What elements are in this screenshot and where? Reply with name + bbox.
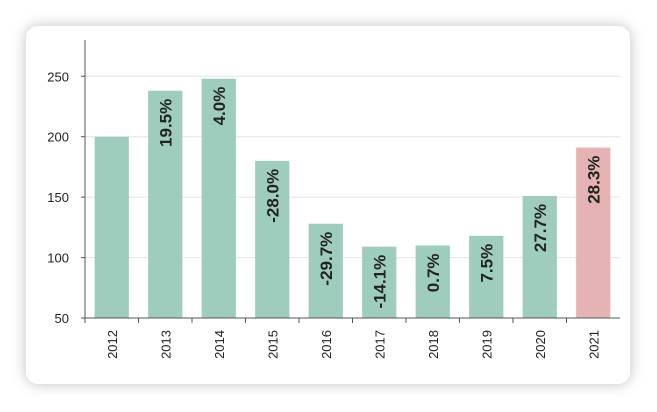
bar-annotation: 27.7%: [531, 204, 550, 252]
bar: [148, 90, 183, 318]
bar: [255, 160, 290, 318]
x-tick-label: 2020: [533, 330, 548, 359]
y-tick-label: 50: [55, 311, 69, 326]
x-tick-label: 2015: [265, 330, 280, 359]
bar: [362, 246, 397, 318]
bar-annotation: 0.7%: [424, 253, 443, 292]
bar-annotation: 28.3%: [584, 156, 603, 204]
bar-annotation: -14.1%: [370, 255, 389, 309]
bar-annotation: 4.0%: [210, 87, 229, 126]
x-tick-label: 2013: [158, 330, 173, 359]
bar: [415, 245, 450, 318]
x-tick-label: 2021: [586, 330, 601, 359]
y-tick-label: 250: [47, 69, 69, 84]
x-tick-label: 2018: [426, 330, 441, 359]
x-tick-label: 2016: [319, 330, 334, 359]
y-tick-label: 200: [47, 130, 69, 145]
y-tick-label: 100: [47, 251, 69, 266]
bar: [94, 136, 129, 318]
x-tick-label: 2019: [479, 330, 494, 359]
bar: [469, 235, 504, 318]
bar-annotation: -29.7%: [317, 232, 336, 286]
bar: [576, 147, 611, 318]
x-tick-label: 2012: [105, 330, 120, 359]
bar-annotation: -28.0%: [263, 169, 282, 223]
bar-annotation: 19.5%: [156, 99, 175, 147]
x-tick-label: 2014: [212, 330, 227, 359]
bar: [201, 78, 236, 319]
x-tick-label: 2017: [372, 330, 387, 359]
bar: [522, 195, 557, 318]
y-tick-label: 150: [47, 190, 69, 205]
bar: [308, 223, 343, 318]
bar-annotation: 7.5%: [477, 244, 496, 283]
